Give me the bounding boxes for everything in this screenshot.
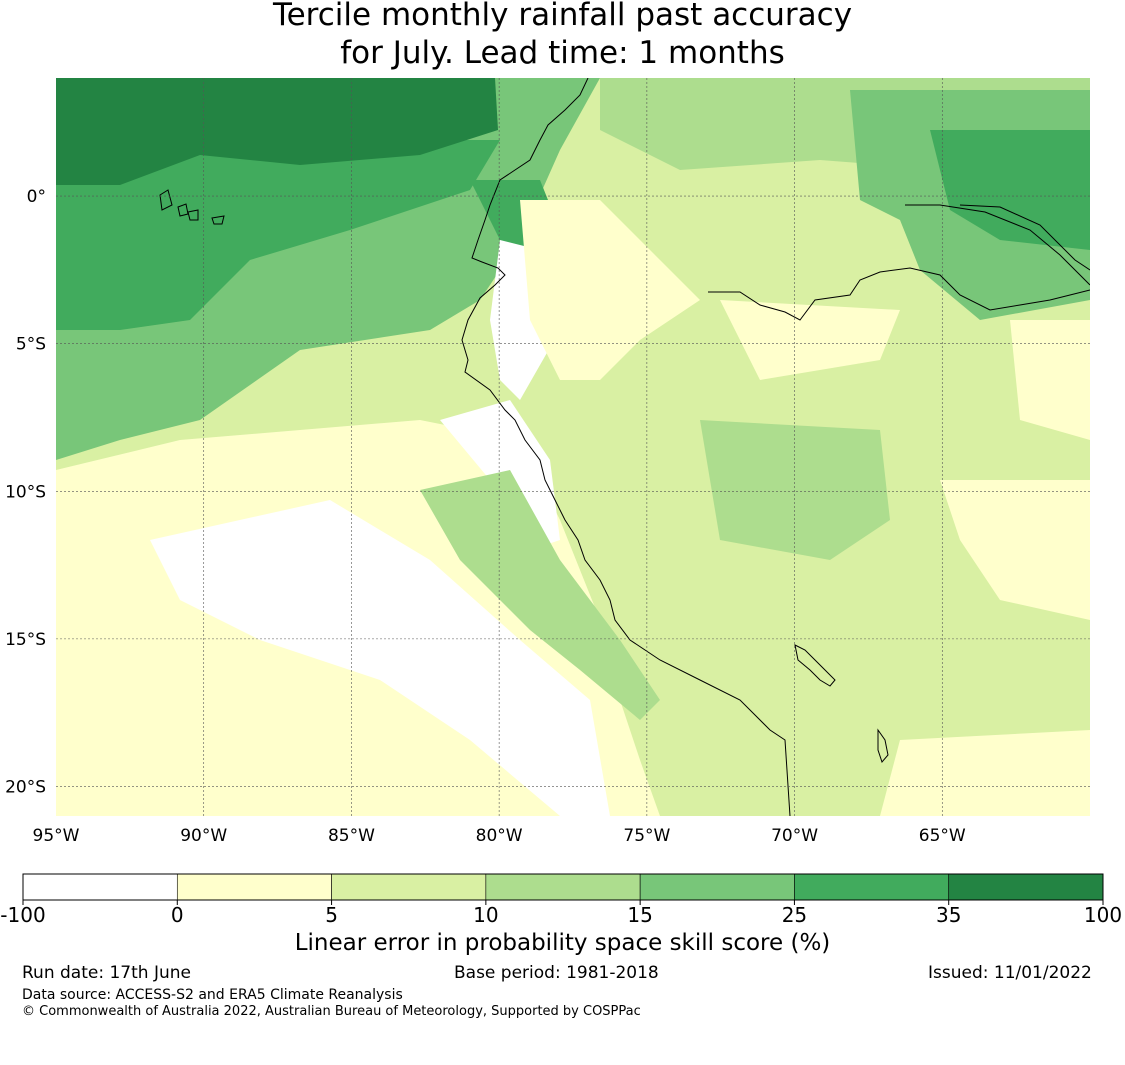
region-ocean-dark [56, 78, 498, 185]
copyright: © Commonwealth of Australia 2022, Austra… [22, 1004, 641, 1019]
region-southeast-yellow [880, 730, 1090, 816]
lon-tick-label: 95°W [33, 826, 80, 846]
region-amazon-dark [930, 130, 1090, 250]
region-ocean-mid [56, 140, 500, 330]
lon-tick-label: 70°W [771, 826, 818, 846]
colorbar-tick-label: 5 [325, 903, 338, 927]
lon-tick-label: 65°W [919, 826, 966, 846]
colorbar-bin [639, 873, 795, 901]
colorbar-label: Linear error in probability space skill … [294, 930, 831, 956]
colorbar-bin [22, 873, 178, 901]
colorbar-bin [331, 873, 487, 901]
colorbar-tick-label: 100 [1084, 903, 1122, 927]
latitude-ticks: 0° 5°S 10°S 15°S 20°S [5, 187, 46, 797]
lat-tick-label: 15°S [5, 630, 46, 650]
lon-tick-label: 90°W [180, 826, 227, 846]
region-inland-mid [700, 420, 890, 560]
lat-tick-label: 10°S [5, 482, 46, 502]
colorbar-bin [794, 873, 950, 901]
gridlines [56, 78, 1090, 816]
base-period: Base period: 1981-2018 [454, 963, 659, 983]
lon-tick-label: 75°W [623, 826, 670, 846]
issued-date: Issued: 11/01/2022 [928, 963, 1092, 983]
region-inland-yellow [720, 300, 900, 380]
colorbar-bin [948, 873, 1104, 901]
colorbar-bin [485, 873, 641, 901]
region-pacific-white [150, 500, 610, 816]
colorbar-frame [22, 873, 1104, 901]
colorbar-tick-label: -100 [0, 903, 45, 927]
colorbar-bin [176, 873, 332, 901]
coastline-lake-titicaca [794, 644, 836, 687]
region-bolivia-light [1010, 320, 1090, 440]
region-peru-green [420, 470, 660, 720]
lon-tick-label: 80°W [476, 826, 523, 846]
coastline-river-2 [959, 204, 1090, 271]
colorbar-tick-label: 10 [473, 903, 498, 927]
coastline-island-1 [159, 189, 173, 211]
title-line-1: Tercile monthly rainfall past accuracy [272, 0, 853, 33]
run-date: Run date: 17th June [22, 963, 191, 983]
title-line-2: for July. Lead time: 1 months [340, 35, 785, 71]
colorbar: -100 0 5 10 15 25 35 100 [0, 873, 1122, 927]
coastline-island-3 [187, 209, 199, 221]
coastline-island-4 [211, 215, 225, 225]
region-coastal-yellow [520, 200, 700, 380]
lat-tick-label: 0° [27, 187, 46, 207]
lat-tick-label: 5°S [16, 335, 46, 355]
lon-tick-label: 85°W [328, 826, 375, 846]
coastline-south-america [461, 78, 791, 816]
map-title: Tercile monthly rainfall past accuracy f… [0, 0, 1125, 72]
lat-tick-label: 20°S [5, 777, 46, 797]
skill-field [56, 78, 1090, 816]
coastline-river-1 [905, 204, 1090, 286]
coastline-river-3 [708, 267, 1090, 321]
longitude-ticks: 95°W 90°W 85°W 80°W 75°W 70°W 65°W [33, 826, 966, 846]
colorbar-tick-label: 15 [627, 903, 652, 927]
coastline [159, 78, 1090, 816]
coastline-lake-poopo [877, 728, 889, 763]
colorbar-tick-label: 25 [782, 903, 807, 927]
region-south-yellow [940, 480, 1090, 620]
colorbar-tick-label: 0 [171, 903, 184, 927]
colorbar-tick-label: 35 [936, 903, 961, 927]
data-source: Data source: ACCESS-S2 and ERA5 Climate … [22, 987, 403, 1003]
